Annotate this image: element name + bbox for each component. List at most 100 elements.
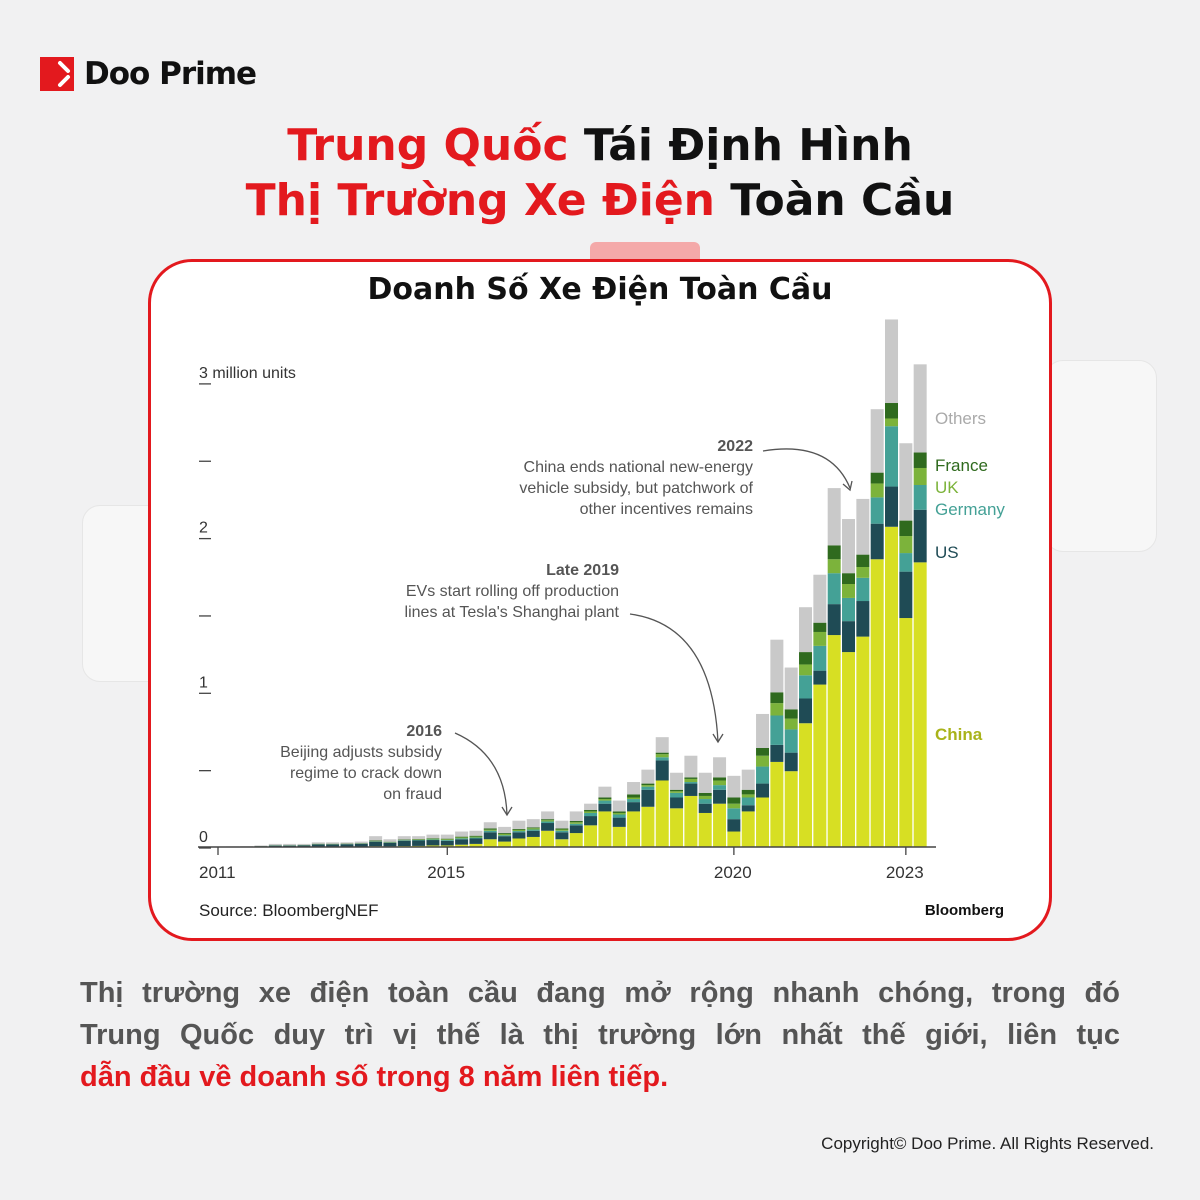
bar-segment-uk: [827, 559, 841, 574]
bar-segment-germany: [612, 814, 626, 818]
bar-segment-us: [827, 604, 841, 636]
bar-segment-france: [713, 777, 727, 781]
bar-segment-others: [827, 488, 841, 546]
bar-segment-france: [526, 827, 540, 829]
bar-segment-germany: [498, 835, 512, 837]
bar-segment-us: [670, 797, 684, 809]
bar-segment-others: [899, 443, 913, 521]
bar-segment-germany: [426, 839, 440, 841]
bar-segment-others: [627, 782, 641, 795]
bar-segment-uk: [627, 797, 641, 800]
bar-segment-germany: [569, 823, 583, 826]
bar-segment-germany: [770, 715, 784, 745]
bar-segment-france: [455, 836, 469, 838]
bar-segment-us: [541, 823, 555, 831]
bar-segment-us: [397, 840, 411, 847]
bar-segment-others: [569, 811, 583, 822]
bar-segment-uk: [512, 829, 526, 832]
bar-segment-others: [369, 836, 383, 841]
bar-segment-us: [498, 836, 512, 842]
bar-segment-china: [569, 833, 583, 847]
bar-segment-others: [713, 757, 727, 778]
y-tick-label: 3 million units: [199, 365, 296, 382]
bar-segment-others: [799, 607, 813, 653]
bar-segment-uk: [713, 780, 727, 786]
bar-segment-germany: [913, 485, 927, 510]
bar-segment-germany: [741, 797, 755, 806]
bar-segment-china: [827, 635, 841, 847]
bar-segment-others: [741, 769, 755, 790]
annotation-text: Beijing adjusts subsidy: [280, 744, 442, 761]
body-text-line-1: Thị trường xe điện toàn cầu đang mở rộng…: [80, 977, 1120, 1009]
bar-segment-us: [283, 845, 297, 847]
bar-segment-germany: [526, 829, 540, 831]
annotation-arrowhead-icon: [501, 806, 513, 817]
bar-segment-germany: [440, 840, 454, 841]
bar-segment-germany: [813, 645, 827, 671]
bar-segment-france: [598, 797, 612, 800]
copyright: Copyright© Doo Prime. All Rights Reserve…: [821, 1134, 1154, 1153]
annotation-text: other incentives remains: [580, 501, 753, 518]
bar-segment-uk: [784, 718, 798, 730]
bar-segment-germany: [885, 426, 899, 487]
bar-segment-china: [713, 803, 727, 847]
bar-segment-others: [541, 811, 555, 820]
bar-segment-uk: [670, 791, 684, 793]
bar-segment-us: [311, 844, 325, 847]
bar-segment-others: [483, 822, 497, 829]
bar-segment-uk: [612, 812, 626, 815]
bar-segment-us: [483, 832, 497, 840]
bar-segment-us: [584, 816, 598, 826]
bar-segment-china: [541, 830, 555, 847]
bar-segment-us: [655, 760, 669, 781]
x-tick-label: 2023: [886, 863, 924, 882]
bar-segment-france: [670, 789, 684, 792]
bar-segment-us: [354, 843, 368, 847]
bar-segment-uk: [698, 795, 712, 800]
legend-label-others: Others: [935, 409, 986, 428]
bar-segment-china: [741, 811, 755, 847]
bar-segment-france: [799, 652, 813, 665]
bar-segment-others: [756, 713, 770, 748]
bar-segment-us: [885, 486, 899, 527]
body-paragraph: Thị trường xe điện toàn cầu đang mở rộng…: [80, 972, 1120, 1098]
bar-segment-others: [340, 842, 354, 844]
bar-segment-uk: [483, 829, 497, 831]
bar-segment-france: [555, 828, 569, 830]
bar-segment-us: [440, 840, 454, 846]
bar-segment-france: [426, 838, 440, 839]
bar-segment-us: [326, 844, 340, 847]
bar-segment-us: [569, 825, 583, 834]
bar-segment-germany: [584, 812, 598, 817]
bar-segment-china: [512, 838, 526, 847]
background-decoration: [1045, 360, 1157, 552]
headline-line-2: Thị Trường Xe Điện Toàn Cầu: [0, 173, 1200, 228]
bar-segment-others: [684, 755, 698, 778]
bar-segment-others: [469, 830, 483, 836]
bar-segment-france: [541, 819, 555, 821]
bar-segment-others: [383, 839, 397, 842]
bar-segment-france: [483, 828, 497, 830]
bar-segment-us: [756, 783, 770, 798]
bar-segment-china: [469, 843, 483, 847]
bar-segment-germany: [899, 553, 913, 572]
bar-segment-germany: [727, 808, 741, 820]
bar-segment-uk: [455, 837, 469, 839]
annotation-arrowhead-icon: [712, 733, 724, 744]
bar-segment-uk: [426, 838, 440, 840]
bar-segment-china: [698, 812, 712, 847]
bar-segment-us: [426, 840, 440, 846]
bar-segment-us: [297, 845, 311, 847]
bar-segment-us: [698, 803, 712, 813]
chart-title: Doanh Số Xe Điện Toàn Cầu: [367, 272, 833, 307]
bar-segment-china: [856, 636, 870, 847]
headline-text: Tái Định Hình: [568, 120, 913, 171]
bar-segment-germany: [641, 786, 655, 790]
bar-segment-others: [397, 836, 411, 840]
bar-segment-germany: [469, 837, 483, 839]
body-text-line-2: Trung Quốc duy trì vị thế là thị trường …: [80, 1019, 1120, 1051]
x-tick-label: 2015: [427, 863, 465, 882]
brand-name: Doo Prime: [84, 56, 257, 92]
annotation-arrowhead-icon: [842, 480, 853, 492]
